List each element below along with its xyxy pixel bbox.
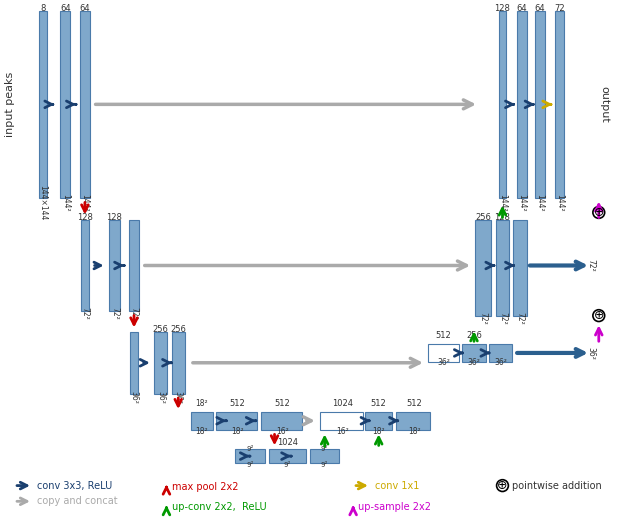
Text: conv 1x1: conv 1x1	[375, 481, 419, 491]
Text: 128: 128	[495, 4, 510, 13]
Text: 72²: 72²	[479, 312, 487, 325]
Bar	[61, 11, 70, 198]
Bar	[495, 220, 509, 315]
Bar	[462, 344, 486, 362]
Text: max pool 2x2: max pool 2x2	[172, 482, 239, 491]
Text: ⊕: ⊕	[593, 309, 604, 322]
Bar	[365, 412, 392, 430]
Bar	[499, 11, 507, 198]
Bar	[489, 344, 512, 362]
Bar	[555, 11, 564, 198]
Text: 8: 8	[40, 4, 46, 13]
Text: 128: 128	[77, 213, 93, 222]
Text: 9²: 9²	[321, 446, 328, 452]
Text: 64: 64	[80, 4, 90, 13]
Text: 1024: 1024	[332, 399, 353, 408]
Text: 72²: 72²	[498, 312, 507, 325]
Bar	[215, 412, 257, 430]
Bar	[191, 412, 213, 430]
Bar	[396, 412, 430, 430]
Text: 512: 512	[230, 399, 245, 408]
Text: 18²: 18²	[195, 399, 208, 408]
Text: 128: 128	[107, 213, 122, 222]
Bar	[310, 449, 339, 463]
Text: 256: 256	[466, 331, 482, 340]
Text: 9²: 9²	[321, 462, 328, 468]
Text: ⊕: ⊕	[497, 479, 508, 492]
Text: 512: 512	[371, 399, 386, 408]
Text: 144²: 144²	[518, 194, 527, 211]
Text: 72²: 72²	[110, 307, 119, 320]
Bar	[80, 11, 90, 198]
Text: 36²: 36²	[494, 358, 507, 367]
Text: 9²: 9²	[284, 462, 291, 468]
Text: 16²: 16²	[336, 427, 349, 436]
Text: 18²: 18²	[231, 427, 243, 436]
Text: 64: 64	[535, 4, 545, 13]
Text: 64: 64	[517, 4, 527, 13]
Text: 144²: 144²	[498, 194, 507, 211]
Text: 256: 256	[153, 325, 168, 334]
Text: 144²: 144²	[80, 194, 89, 211]
Bar	[235, 449, 265, 463]
Text: up-sample 2x2: up-sample 2x2	[358, 502, 431, 512]
Text: 72: 72	[554, 4, 565, 13]
Text: 18²: 18²	[373, 427, 385, 436]
Bar	[475, 220, 490, 315]
Text: ⊕: ⊕	[593, 206, 604, 219]
Text: 36²: 36²	[130, 391, 139, 404]
Text: 128: 128	[495, 213, 510, 222]
Text: 36²: 36²	[587, 347, 595, 359]
Bar	[517, 11, 527, 198]
Text: conv 3x3, ReLU: conv 3x3, ReLU	[37, 481, 112, 491]
Bar	[514, 220, 527, 315]
Text: 36²: 36²	[156, 391, 165, 404]
Bar	[172, 332, 185, 394]
Text: 36²: 36²	[467, 358, 480, 367]
Text: 64: 64	[60, 4, 71, 13]
Bar	[261, 412, 302, 430]
Bar	[39, 11, 47, 198]
Bar	[535, 11, 545, 198]
Text: copy and concat: copy and concat	[37, 496, 117, 506]
Text: pointwise addition: pointwise addition	[512, 481, 602, 491]
Text: 9²: 9²	[246, 462, 254, 468]
Text: output: output	[600, 86, 610, 123]
Text: 72²: 72²	[80, 307, 89, 320]
Text: 18²: 18²	[195, 427, 208, 436]
Text: 72²: 72²	[515, 312, 525, 325]
Text: 144×144: 144×144	[38, 185, 47, 220]
Text: 256: 256	[170, 325, 186, 334]
Text: 18²: 18²	[407, 427, 421, 436]
Text: 256: 256	[475, 213, 491, 222]
Text: input peaks: input peaks	[5, 72, 15, 137]
Text: 512: 512	[436, 331, 451, 340]
Bar	[129, 220, 139, 311]
Text: 1024: 1024	[277, 438, 298, 447]
Bar	[269, 449, 306, 463]
Text: 512: 512	[275, 399, 290, 408]
Text: up-conv 2x2,  ReLU: up-conv 2x2, ReLU	[172, 502, 267, 512]
Text: 144²: 144²	[61, 194, 70, 211]
Text: 36²: 36²	[173, 391, 183, 404]
Bar	[319, 412, 363, 430]
Text: 144²: 144²	[535, 194, 544, 211]
Text: 16²: 16²	[276, 427, 289, 436]
Text: 36²: 36²	[437, 358, 450, 367]
Bar	[130, 332, 138, 394]
Text: 72²: 72²	[587, 259, 595, 272]
Bar	[428, 344, 459, 362]
Text: 72²: 72²	[130, 307, 139, 320]
Text: 144²: 144²	[555, 194, 564, 211]
Bar	[81, 220, 89, 311]
Bar	[154, 332, 167, 394]
Text: 9²: 9²	[246, 446, 254, 452]
Bar	[109, 220, 120, 311]
Text: 512: 512	[406, 399, 422, 408]
